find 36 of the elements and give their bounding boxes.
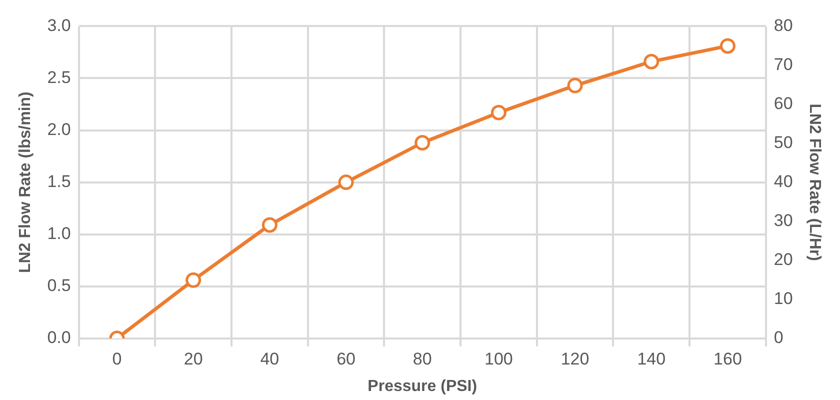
y2-tick-label: 50 bbox=[774, 132, 793, 152]
y2-tick-label: 30 bbox=[774, 211, 793, 230]
point bbox=[262, 217, 278, 233]
x-tick-label: 140 bbox=[637, 349, 666, 368]
x-tick-label: 20 bbox=[184, 349, 203, 368]
y-tick-label: 0.5 bbox=[47, 276, 71, 296]
point bbox=[414, 135, 430, 151]
y-tick-label: 1.0 bbox=[47, 224, 71, 244]
x-tick-label: 160 bbox=[714, 349, 742, 368]
y-tick-label: 0.0 bbox=[47, 328, 71, 348]
x-tick-label: 40 bbox=[260, 349, 280, 368]
y2-tick-label: 40 bbox=[774, 172, 793, 191]
y2-tick-label: 80 bbox=[774, 16, 793, 35]
x-tick-label: 120 bbox=[560, 349, 590, 368]
x-tick-label: 100 bbox=[484, 349, 513, 368]
y2-tick-label: 70 bbox=[774, 54, 793, 74]
y-axis-title: LN2 Flow Rate (lbs/min) bbox=[17, 92, 34, 273]
y-tick-label: 3.0 bbox=[47, 16, 71, 35]
point bbox=[490, 104, 506, 120]
y2-tick-label: 0 bbox=[774, 328, 784, 348]
y2-tick-label: 20 bbox=[774, 250, 793, 270]
x-axis-title: Pressure (PSI) bbox=[368, 378, 478, 395]
point bbox=[567, 78, 583, 94]
point bbox=[338, 174, 354, 190]
point bbox=[644, 54, 660, 70]
y-tick-label: 1.5 bbox=[47, 172, 71, 191]
x-tick-label: 60 bbox=[336, 349, 356, 368]
x-tick-label: 0 bbox=[112, 349, 122, 368]
y-tick-label: 2.0 bbox=[47, 120, 71, 139]
y-tick-label: 2.5 bbox=[47, 68, 71, 87]
y2-tick-label: 10 bbox=[774, 289, 793, 308]
y2-tick-label: 60 bbox=[774, 94, 793, 113]
y2-axis-title: LN2 Flow Rate (L/Hr) bbox=[806, 104, 823, 261]
x-tick-label: 80 bbox=[412, 349, 432, 368]
point bbox=[186, 272, 202, 288]
point bbox=[720, 38, 736, 54]
